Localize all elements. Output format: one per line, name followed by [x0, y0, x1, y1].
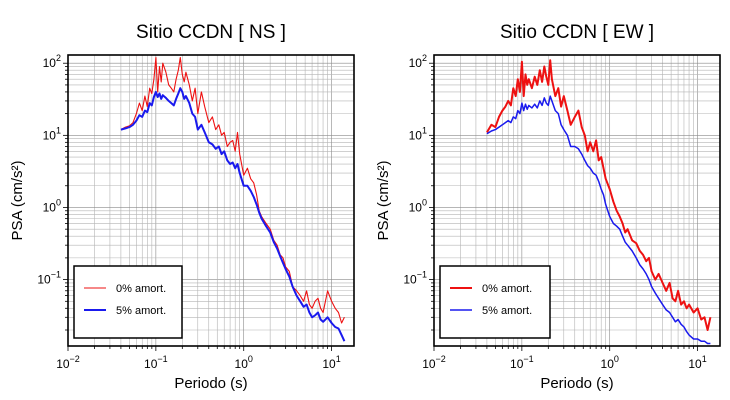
y-axis-label: PSA (cm/s²)	[375, 160, 392, 240]
legend-label-0: 0% amort.	[482, 283, 532, 295]
legend-box	[73, 265, 183, 339]
y-tick-label: 101	[43, 125, 61, 142]
chart-ns: Sitio CCDN [ NS ] Periodo (s) PSA (cm/s²…	[9, 22, 355, 392]
y-axis-label: PSA (cm/s²)	[9, 160, 26, 240]
tick-exponent: 1	[56, 125, 61, 135]
tick-exponent: 1	[702, 354, 707, 364]
tick-exponent: −2	[436, 354, 446, 364]
x-axis-label: Periodo (s)	[174, 375, 247, 392]
tick-exponent: 0	[614, 354, 619, 364]
tick-exponent: 2	[56, 53, 61, 63]
tick-exponent: 0	[56, 197, 61, 207]
tick-base: 10	[601, 357, 615, 371]
legend: 0% amort. 5% amort.	[439, 265, 551, 339]
tick-exponent: −1	[417, 270, 427, 280]
y-tick-label: 102	[409, 53, 427, 70]
tick-base: 10	[322, 357, 336, 371]
tick-exponent: 1	[422, 125, 427, 135]
plot-frame	[67, 54, 355, 347]
legend-label-0: 0% amort.	[116, 283, 166, 295]
y-tick-label: 10−1	[37, 270, 61, 287]
tick-base: 10	[43, 200, 57, 214]
tick-base: 10	[688, 357, 702, 371]
plot-frame	[433, 54, 721, 347]
legend: 0% amort. 5% amort.	[73, 265, 183, 339]
tick-base: 10	[409, 200, 423, 214]
tick-exponent: −2	[70, 354, 80, 364]
tick-exponent: 0	[422, 197, 427, 207]
x-tick-label: 101	[322, 354, 340, 371]
tick-base: 10	[403, 273, 417, 287]
tick-base: 10	[43, 128, 57, 142]
y-tick-label: 100	[409, 197, 427, 214]
tick-base: 10	[43, 56, 57, 70]
y-tick-label: 100	[43, 197, 61, 214]
y-tick-label: 102	[43, 53, 61, 70]
x-tick-label: 10−1	[144, 354, 168, 371]
legend-label-1: 5% amort.	[482, 305, 532, 317]
tick-base: 10	[510, 357, 524, 371]
x-tick-label: 10−2	[422, 354, 446, 371]
series-line-0	[486, 59, 712, 331]
x-tick-label: 101	[688, 354, 706, 371]
tick-base: 10	[144, 357, 158, 371]
chart-title: Sitio CCDN [ NS ]	[136, 22, 286, 43]
series-line-1	[486, 95, 711, 345]
tick-base: 10	[422, 357, 436, 371]
y-tick-label: 101	[409, 125, 427, 142]
series-line-1	[120, 87, 346, 342]
y-tick-label: 10−1	[403, 270, 427, 287]
chart-ew: Sitio CCDN [ EW ] Periodo (s) PSA (cm/s²…	[375, 22, 721, 392]
tick-base: 10	[409, 128, 423, 142]
tick-base: 10	[235, 357, 249, 371]
tick-base: 10	[56, 357, 70, 371]
x-axis-label: Periodo (s)	[540, 375, 613, 392]
x-tick-label: 100	[235, 354, 253, 371]
chart-title: Sitio CCDN [ EW ]	[500, 22, 654, 43]
series-line-0	[120, 56, 345, 324]
tick-exponent: 0	[248, 354, 253, 364]
tick-exponent: −1	[157, 354, 167, 364]
x-tick-label: 10−1	[510, 354, 534, 371]
tick-exponent: 2	[422, 53, 427, 63]
tick-base: 10	[37, 273, 51, 287]
legend-box	[439, 265, 551, 339]
tick-exponent: −1	[51, 270, 61, 280]
x-tick-label: 10−2	[56, 354, 80, 371]
legend-label-1: 5% amort.	[116, 305, 166, 317]
tick-exponent: 1	[336, 354, 341, 364]
tick-exponent: −1	[523, 354, 533, 364]
x-tick-label: 100	[601, 354, 619, 371]
tick-base: 10	[409, 56, 423, 70]
